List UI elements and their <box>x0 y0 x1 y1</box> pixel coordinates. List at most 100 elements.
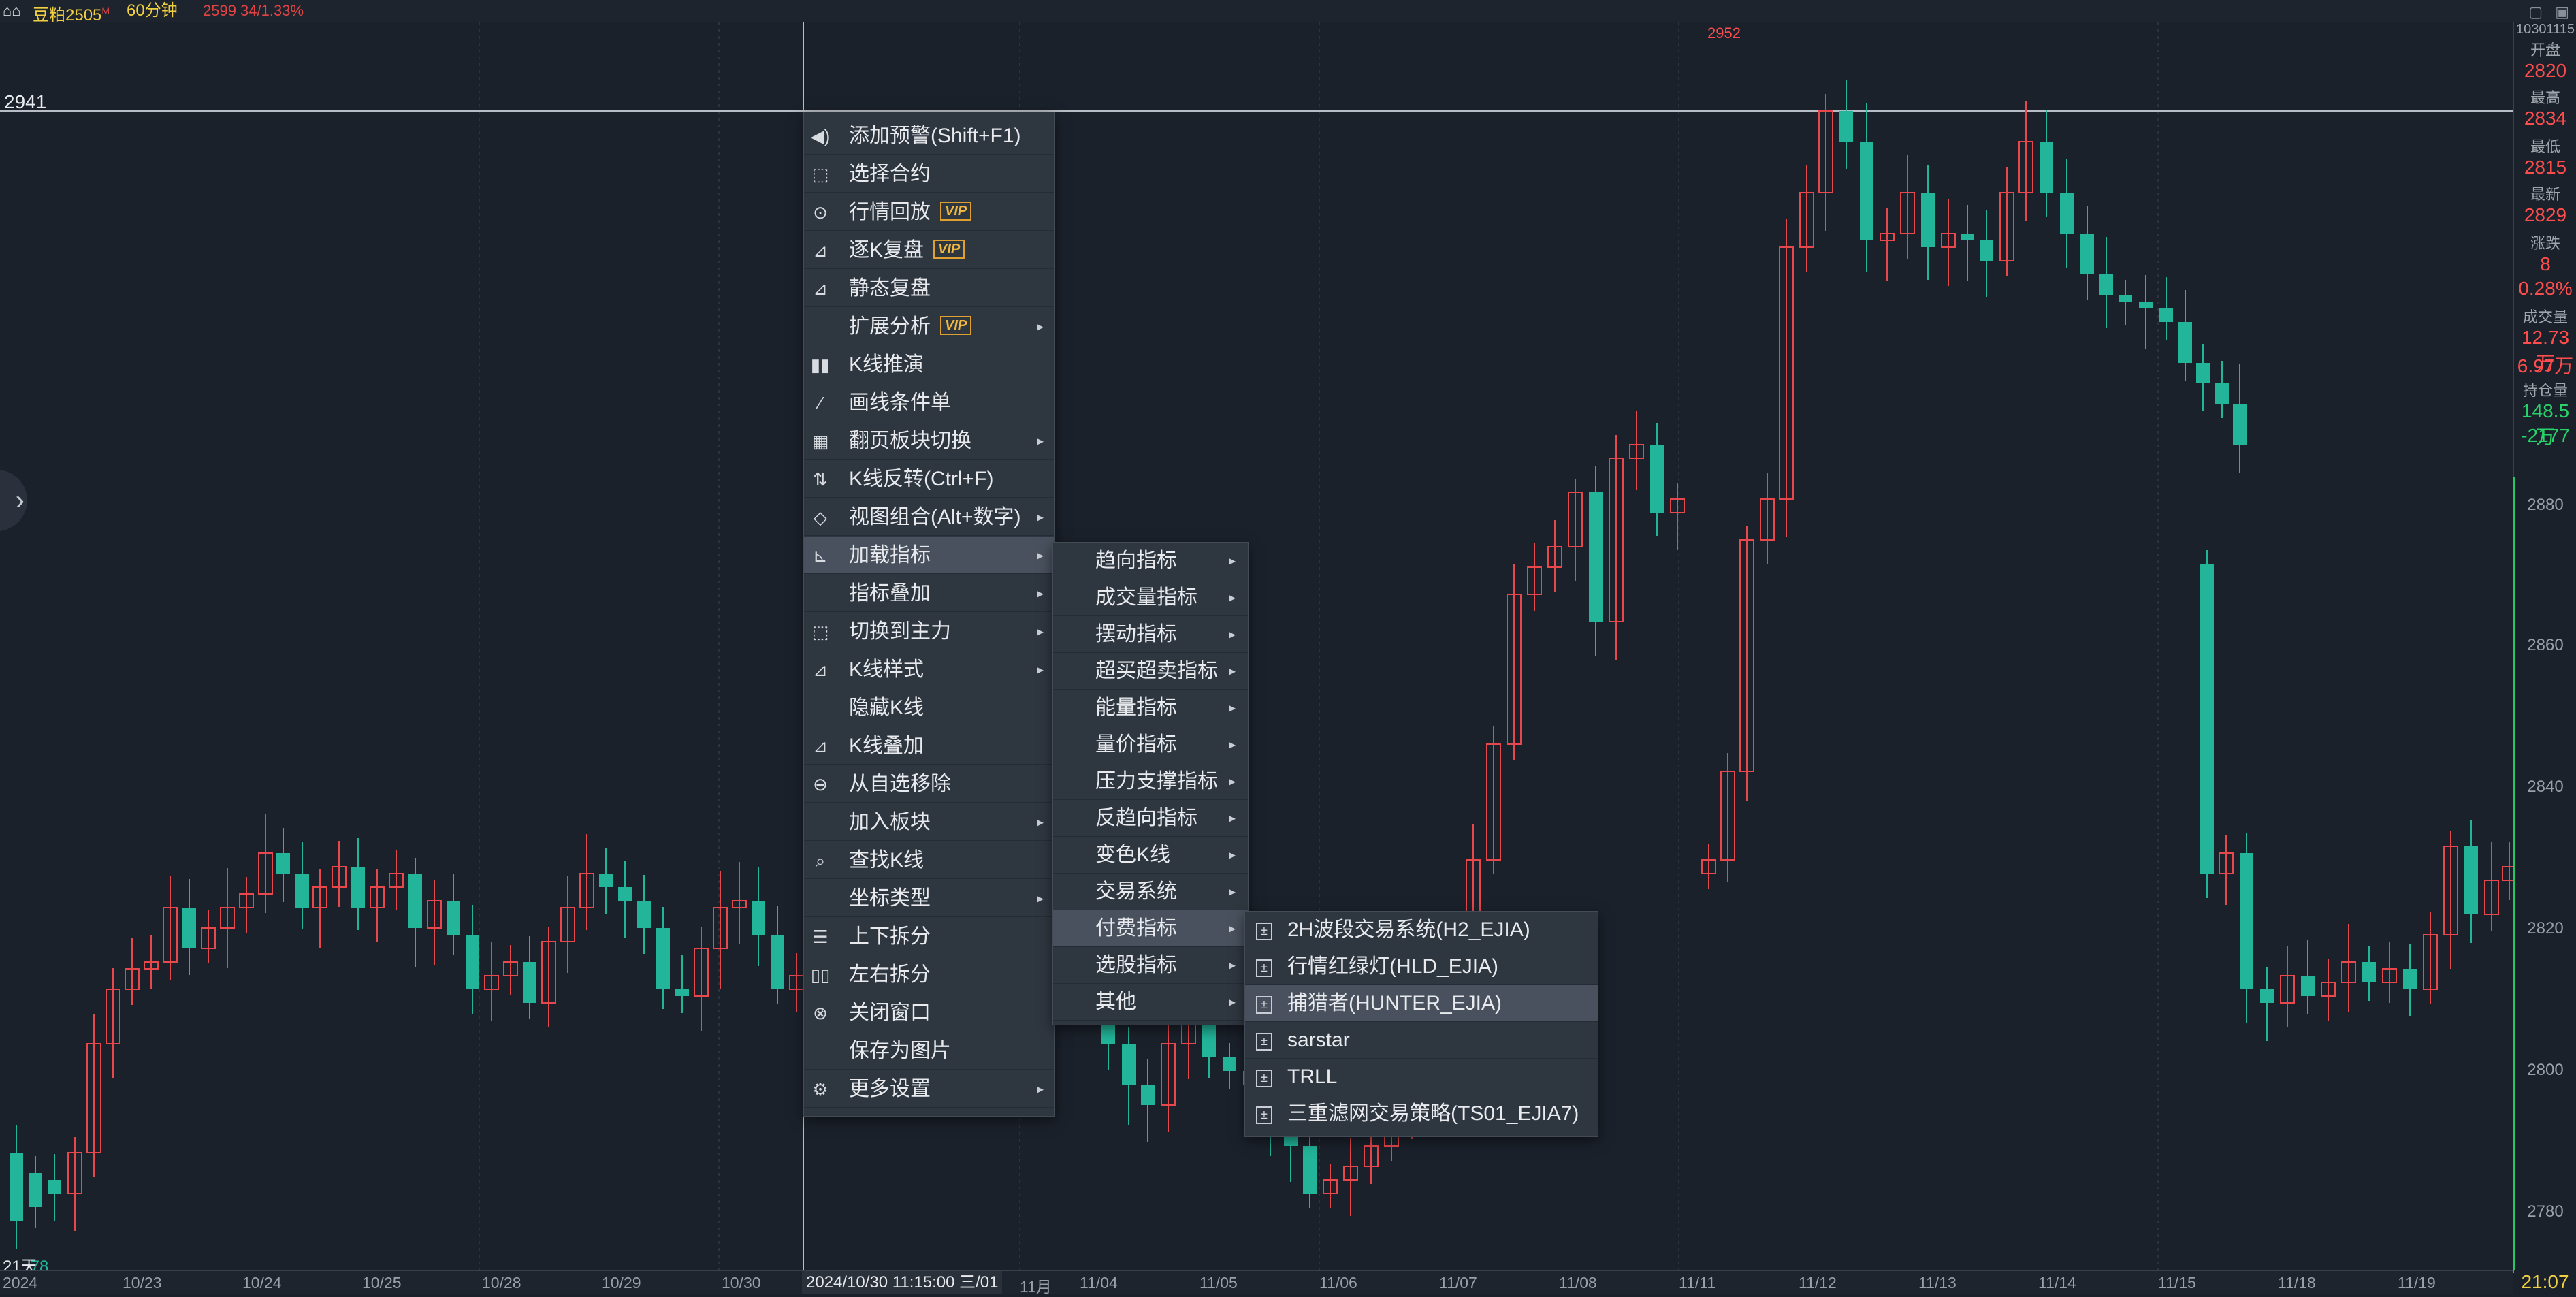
context-menu-item[interactable]: ⊿ K线叠加 <box>804 728 1054 765</box>
y-tick-label: 2800 <box>2527 1061 2564 1079</box>
candle-body-up <box>1364 1145 1379 1167</box>
paid-indicator-item[interactable]: ± 捕猎者(HUNTER_EJIA) <box>1245 985 1598 1022</box>
chart-context-menu: ◀) 添加预警(Shift+F1) ⬚ 选择合约 ⊙ 行情回放 VIP ⊿ 逐K复盘 VIP ⊿ 静态… <box>803 112 1055 1117</box>
indicator-submenu-item[interactable]: 选股指标 ▸ <box>1053 947 1248 984</box>
context-menu-item[interactable]: ⇅ K线反转(Ctrl+F) <box>804 461 1054 498</box>
candle-body-down <box>2178 322 2192 363</box>
paid-indicator-item[interactable]: ± 行情红绿灯(HLD_EJIA) <box>1245 948 1598 985</box>
context-menu-item[interactable]: ⊗ 关闭窗口 <box>804 995 1054 1031</box>
context-menu-item[interactable]: ◇ 视图组合(Alt+数字) ▸ <box>804 499 1054 536</box>
indicator-submenu-label: 变色K线 <box>1095 844 1171 866</box>
symbol-name[interactable]: 豆粕2505M <box>33 0 110 27</box>
context-menu-item[interactable]: ▮▮ K线推演 <box>804 347 1054 383</box>
indicator-submenu-item[interactable]: 其他 ▸ <box>1053 984 1248 1021</box>
x-tick-label: 2024 <box>3 1274 38 1292</box>
menu-item-text: 添加预警(Shift+F1) <box>849 125 1021 147</box>
submenu-arrow-icon: ▸ <box>1037 319 1044 334</box>
candle-body-up <box>2443 846 2458 935</box>
window-buttons[interactable]: ▢ ▣ <box>2528 3 2573 20</box>
indicator-submenu-item[interactable]: 能量指标 ▸ <box>1053 690 1248 726</box>
candle-body-up <box>560 907 575 942</box>
submenu-arrow-icon: ▸ <box>1229 811 1236 826</box>
menu-item-text: 选择合约 <box>849 163 931 185</box>
paid-indicator-label: 2H波段交易系统(H2_EJIA) <box>1287 918 1530 941</box>
indicator-submenu-item[interactable]: 趋向指标 ▸ <box>1053 543 1248 579</box>
candle-body-down <box>351 867 365 908</box>
candle-body-down <box>656 928 670 989</box>
candle-body-up <box>2341 961 2356 983</box>
candle-body-down <box>1860 142 1873 240</box>
context-menu-label: 上下拆分 <box>849 918 931 955</box>
indicator-formula-icon: ± <box>1251 985 1278 1022</box>
context-menu-item[interactable]: ⊖ 从自选移除 <box>804 766 1054 803</box>
context-menu-item[interactable]: ☰ 上下拆分 <box>804 918 1054 955</box>
oi-label: 持仓量 <box>2522 382 2568 399</box>
context-menu-item[interactable]: 坐标类型 ▸ <box>804 880 1054 917</box>
candle-body-up <box>239 893 254 908</box>
expand-left-panel-button[interactable]: › <box>0 470 27 531</box>
context-menu-item[interactable]: ▦ 翻页板块切换 ▸ <box>804 423 1054 460</box>
indicator-submenu-item[interactable]: 压力支撑指标 ▸ <box>1053 763 1248 800</box>
paid-indicator-item[interactable]: ± 三重滤网交易策略(TS01_EJIA7) <box>1245 1095 1598 1132</box>
context-menu-item[interactable]: ⁄ 画线条件单 <box>804 385 1054 421</box>
context-menu-item[interactable]: ⊿ 逐K复盘 VIP <box>804 232 1054 269</box>
indicator-submenu-item[interactable]: 付费指标 ▸ <box>1053 910 1248 947</box>
paid-indicator-item[interactable]: ± sarstar <box>1245 1022 1598 1059</box>
menu-item-text: 画线条件单 <box>849 391 951 414</box>
submenu-arrow-icon: ▸ <box>1037 548 1044 563</box>
context-menu-item[interactable]: ⚙ 更多设置 ▸ <box>804 1071 1054 1108</box>
context-menu-item[interactable]: ⌕ 查找K线 <box>804 842 1054 879</box>
gear-icon: ⚙ <box>812 1079 828 1100</box>
context-menu-label: 查找K线 <box>849 842 924 879</box>
context-menu-item[interactable]: 保存为图片 <box>804 1033 1054 1070</box>
candle-body-up <box>1527 566 1542 595</box>
context-menu-item[interactable]: ⬚ 选择合约 <box>804 156 1054 193</box>
indicator-submenu-item[interactable]: 量价指标 ▸ <box>1053 726 1248 763</box>
kline-sim-icon: ▮▮ <box>810 355 831 375</box>
context-menu-label: 关闭窗口 <box>849 995 931 1031</box>
indicator-formula-icon: ± <box>1251 1095 1278 1132</box>
indicator-submenu-item[interactable]: 成交量指标 ▸ <box>1053 579 1248 616</box>
high-marker-label: 2952 <box>1707 25 1741 42</box>
paid-indicator-item[interactable]: ± TRLL <box>1245 1059 1598 1095</box>
context-menu-item[interactable]: ⊿ K线样式 ▸ <box>804 652 1054 688</box>
indicator-submenu-item[interactable]: 摆动指标 ▸ <box>1053 616 1248 653</box>
indicator-submenu-item[interactable]: 反趋向指标 ▸ <box>1053 800 1248 837</box>
context-menu-item[interactable]: 指标叠加 ▸ <box>804 575 1054 612</box>
candle-body-down <box>2260 989 2274 1003</box>
candle-body-up <box>1629 444 1644 459</box>
context-menu-item[interactable]: ⊙ 行情回放 VIP <box>804 194 1054 231</box>
candle-body-down <box>2080 234 2094 274</box>
paid-indicator-item[interactable]: ±2H波段交易系统(H2_EJIA) <box>1245 912 1598 948</box>
period-selector[interactable]: 60分钟 <box>127 1 178 20</box>
y-tick-label: 2840 <box>2527 778 2564 796</box>
context-menu-item[interactable]: ◀) 添加预警(Shift+F1) <box>804 118 1054 155</box>
change-label: 涨跌 <box>2530 235 2560 252</box>
candle-body-up <box>1486 743 1501 861</box>
menu-item-text: 隐藏K线 <box>849 696 924 719</box>
menu-item-text: 从自选移除 <box>849 773 951 795</box>
context-menu-label: 指标叠加 <box>849 575 931 612</box>
x-tick-label: 11/14 <box>2038 1274 2076 1292</box>
context-menu-label: 行情回放 VIP <box>849 194 972 231</box>
context-menu-item[interactable]: ⊾ 加载指标 ▸ <box>804 537 1054 574</box>
indicator-submenu-item[interactable]: 交易系统 ▸ <box>1053 874 1248 910</box>
indicator-submenu-label: 量价指标 <box>1095 733 1177 756</box>
symbol-suffix: M <box>101 5 110 16</box>
context-menu-item[interactable]: 加入板块 ▸ <box>804 804 1054 841</box>
indicator-submenu-item[interactable]: 变色K线 ▸ <box>1053 837 1248 874</box>
candle-body-up <box>427 900 442 929</box>
context-menu-item[interactable]: ⬚ 切换到主力 ▸ <box>804 613 1054 650</box>
select-contract-icon: ⬚ <box>811 164 829 185</box>
indicator-submenu-item[interactable]: 超买超卖指标 ▸ <box>1053 653 1248 690</box>
x-tick-label: 11/19 <box>2398 1274 2436 1292</box>
context-menu-item[interactable]: ⊿ 静态复盘 <box>804 270 1054 307</box>
context-menu-label: 加入板块 <box>849 804 931 841</box>
context-menu-item[interactable]: 扩展分析 VIP ▸ <box>804 308 1054 345</box>
context-menu-label: 翻页板块切换 <box>849 423 971 460</box>
paid-indicator-label: 捕猎者(HUNTER_EJIA) <box>1287 992 1502 1014</box>
context-menu-item[interactable]: ▯▯ 左右拆分 <box>804 957 1054 993</box>
context-menu-item[interactable]: 隐藏K线 <box>804 690 1054 726</box>
candle-body-up <box>1547 546 1562 568</box>
app-logo-icon[interactable]: ⌂⌂ <box>3 2 21 19</box>
